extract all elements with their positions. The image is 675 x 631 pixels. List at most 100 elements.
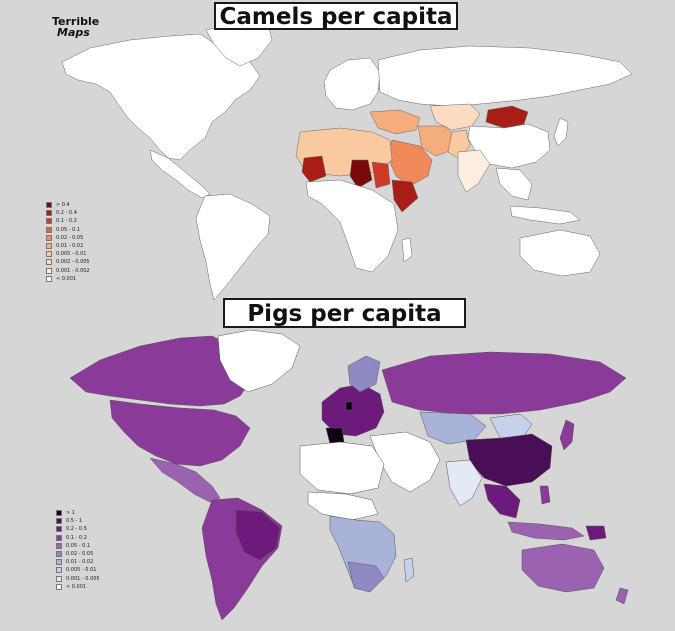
india-shape bbox=[457, 149, 491, 193]
middle-east-pig-shape bbox=[369, 431, 441, 493]
legend-item: 0.2 - 0.5 bbox=[56, 525, 100, 533]
legend-swatch bbox=[56, 575, 62, 582]
north-africa-pig-shape bbox=[299, 441, 385, 495]
china-pig-shape bbox=[465, 433, 553, 487]
legend-item: 0.002 - 0.005 bbox=[46, 258, 90, 266]
legend-label: 0.005 - 0.01 bbox=[56, 251, 87, 258]
denmark-shape bbox=[345, 401, 353, 411]
indonesia-pig-shape bbox=[507, 521, 585, 541]
legend-swatch bbox=[46, 275, 52, 282]
legend-swatch bbox=[56, 510, 62, 517]
spain-shape bbox=[325, 427, 345, 445]
camels-legend: > 0.4 0.2 - 0.4 0.1 - 0.2 0.05 - 0.1 0.0… bbox=[46, 201, 90, 283]
southern-africa-pig-shape bbox=[347, 561, 385, 593]
australia-shape bbox=[519, 229, 601, 277]
madagascar-shape bbox=[401, 237, 413, 263]
legend-swatch bbox=[56, 526, 62, 533]
legend-item: 0.05 - 0.1 bbox=[56, 542, 100, 550]
pigs-map-title: Pigs per capita bbox=[223, 298, 466, 328]
se-asia-shape bbox=[495, 167, 533, 201]
new-zealand-shape bbox=[615, 587, 629, 605]
png-shape bbox=[585, 525, 607, 541]
legend-label: 0.5 - 1 bbox=[66, 518, 83, 525]
legend-swatch bbox=[56, 518, 62, 525]
japan-shape bbox=[553, 117, 569, 147]
legend-label: > 0.4 bbox=[56, 202, 70, 209]
middle-east-shape bbox=[369, 109, 421, 135]
legend-swatch bbox=[46, 218, 52, 225]
legend-swatch bbox=[56, 583, 62, 590]
mauritania-shape bbox=[301, 155, 327, 183]
legend-label: 0.2 - 0.4 bbox=[56, 210, 77, 217]
greenland-pig-shape bbox=[217, 329, 301, 393]
legend-swatch bbox=[46, 210, 52, 217]
legend-swatch bbox=[46, 251, 52, 258]
japan-pig-shape bbox=[559, 419, 575, 451]
russia-pig-shape bbox=[381, 351, 627, 415]
legend-label: 0.1 - 0.2 bbox=[66, 534, 87, 541]
legend-label: < 0.001 bbox=[56, 275, 77, 282]
legend-label: 0.02 - 0.05 bbox=[56, 234, 84, 241]
legend-item: 0.2 - 0.4 bbox=[46, 209, 90, 217]
logo-line-1: Terrible bbox=[52, 15, 100, 28]
legend-label: 0.005 - 0.01 bbox=[66, 567, 97, 574]
legend-label: > 1 bbox=[66, 510, 75, 517]
legend-item: > 1 bbox=[56, 509, 100, 517]
europe-pig-shape bbox=[321, 383, 385, 437]
legend-item: 0.01 - 0.02 bbox=[46, 242, 90, 250]
brazil-shape bbox=[235, 509, 281, 561]
legend-item: < 0.001 bbox=[46, 275, 90, 283]
india-pig-shape bbox=[445, 459, 483, 507]
legend-swatch bbox=[56, 534, 62, 541]
west-africa-pig-shape bbox=[307, 491, 379, 521]
china-shape bbox=[467, 123, 551, 169]
legend-item: 0.5 - 1 bbox=[56, 517, 100, 525]
south-america-shape bbox=[195, 193, 271, 300]
usa-shape bbox=[109, 399, 251, 467]
legend-swatch bbox=[46, 226, 52, 233]
north-america-shape bbox=[61, 33, 261, 161]
legend-item: 0.05 - 0.1 bbox=[46, 226, 90, 234]
legend-item: 0.005 - 0.01 bbox=[46, 250, 90, 258]
philippines-shape bbox=[539, 485, 551, 505]
central-africa-shape bbox=[305, 179, 399, 273]
europe-shape bbox=[323, 57, 381, 111]
camels-map-title: Camels per capita bbox=[214, 2, 458, 30]
sudan-shape bbox=[371, 161, 391, 189]
legend-label: 0.01 - 0.02 bbox=[56, 243, 84, 250]
legend-label: 0.05 - 0.1 bbox=[56, 226, 81, 233]
russia-shape bbox=[377, 45, 633, 107]
logo-line-2: Maps bbox=[57, 26, 90, 39]
legend-label: 0.2 - 0.5 bbox=[66, 526, 87, 533]
legend-swatch bbox=[46, 267, 52, 274]
camels-map bbox=[61, 21, 633, 300]
legend-item: 0.001 - 0.002 bbox=[46, 267, 90, 275]
legend-swatch bbox=[46, 259, 52, 266]
legend-item: 0.01 - 0.02 bbox=[56, 558, 100, 566]
legend-label: < 0.001 bbox=[66, 583, 87, 590]
legend-swatch bbox=[46, 243, 52, 250]
legend-item: 0.001 - 0.005 bbox=[56, 575, 100, 583]
legend-swatch bbox=[56, 567, 62, 574]
madagascar-pig-shape bbox=[403, 557, 415, 583]
pigs-legend: > 1 0.5 - 1 0.2 - 0.5 0.1 - 0.2 0.05 - 0… bbox=[56, 509, 100, 591]
mongolia-pig-shape bbox=[489, 413, 533, 439]
se-asia-pig-shape bbox=[483, 483, 521, 519]
legend-swatch bbox=[56, 542, 62, 549]
chad-shape bbox=[349, 159, 373, 189]
legend-item: 0.1 - 0.2 bbox=[56, 534, 100, 542]
legend-swatch bbox=[46, 202, 52, 209]
legend-item: 0.005 - 0.01 bbox=[56, 566, 100, 574]
legend-swatch bbox=[46, 234, 52, 241]
scandinavia-shape bbox=[347, 355, 381, 393]
legend-item: 0.02 - 0.05 bbox=[56, 550, 100, 558]
legend-swatch bbox=[56, 559, 62, 566]
legend-label: 0.001 - 0.005 bbox=[66, 575, 100, 582]
legend-item: > 0.4 bbox=[46, 201, 90, 209]
indonesia-shape bbox=[509, 205, 581, 225]
legend-label: 0.002 - 0.005 bbox=[56, 259, 90, 266]
legend-item: 0.1 - 0.2 bbox=[46, 217, 90, 225]
legend-label: 0.1 - 0.2 bbox=[56, 218, 77, 225]
legend-item: 0.02 - 0.05 bbox=[46, 234, 90, 242]
